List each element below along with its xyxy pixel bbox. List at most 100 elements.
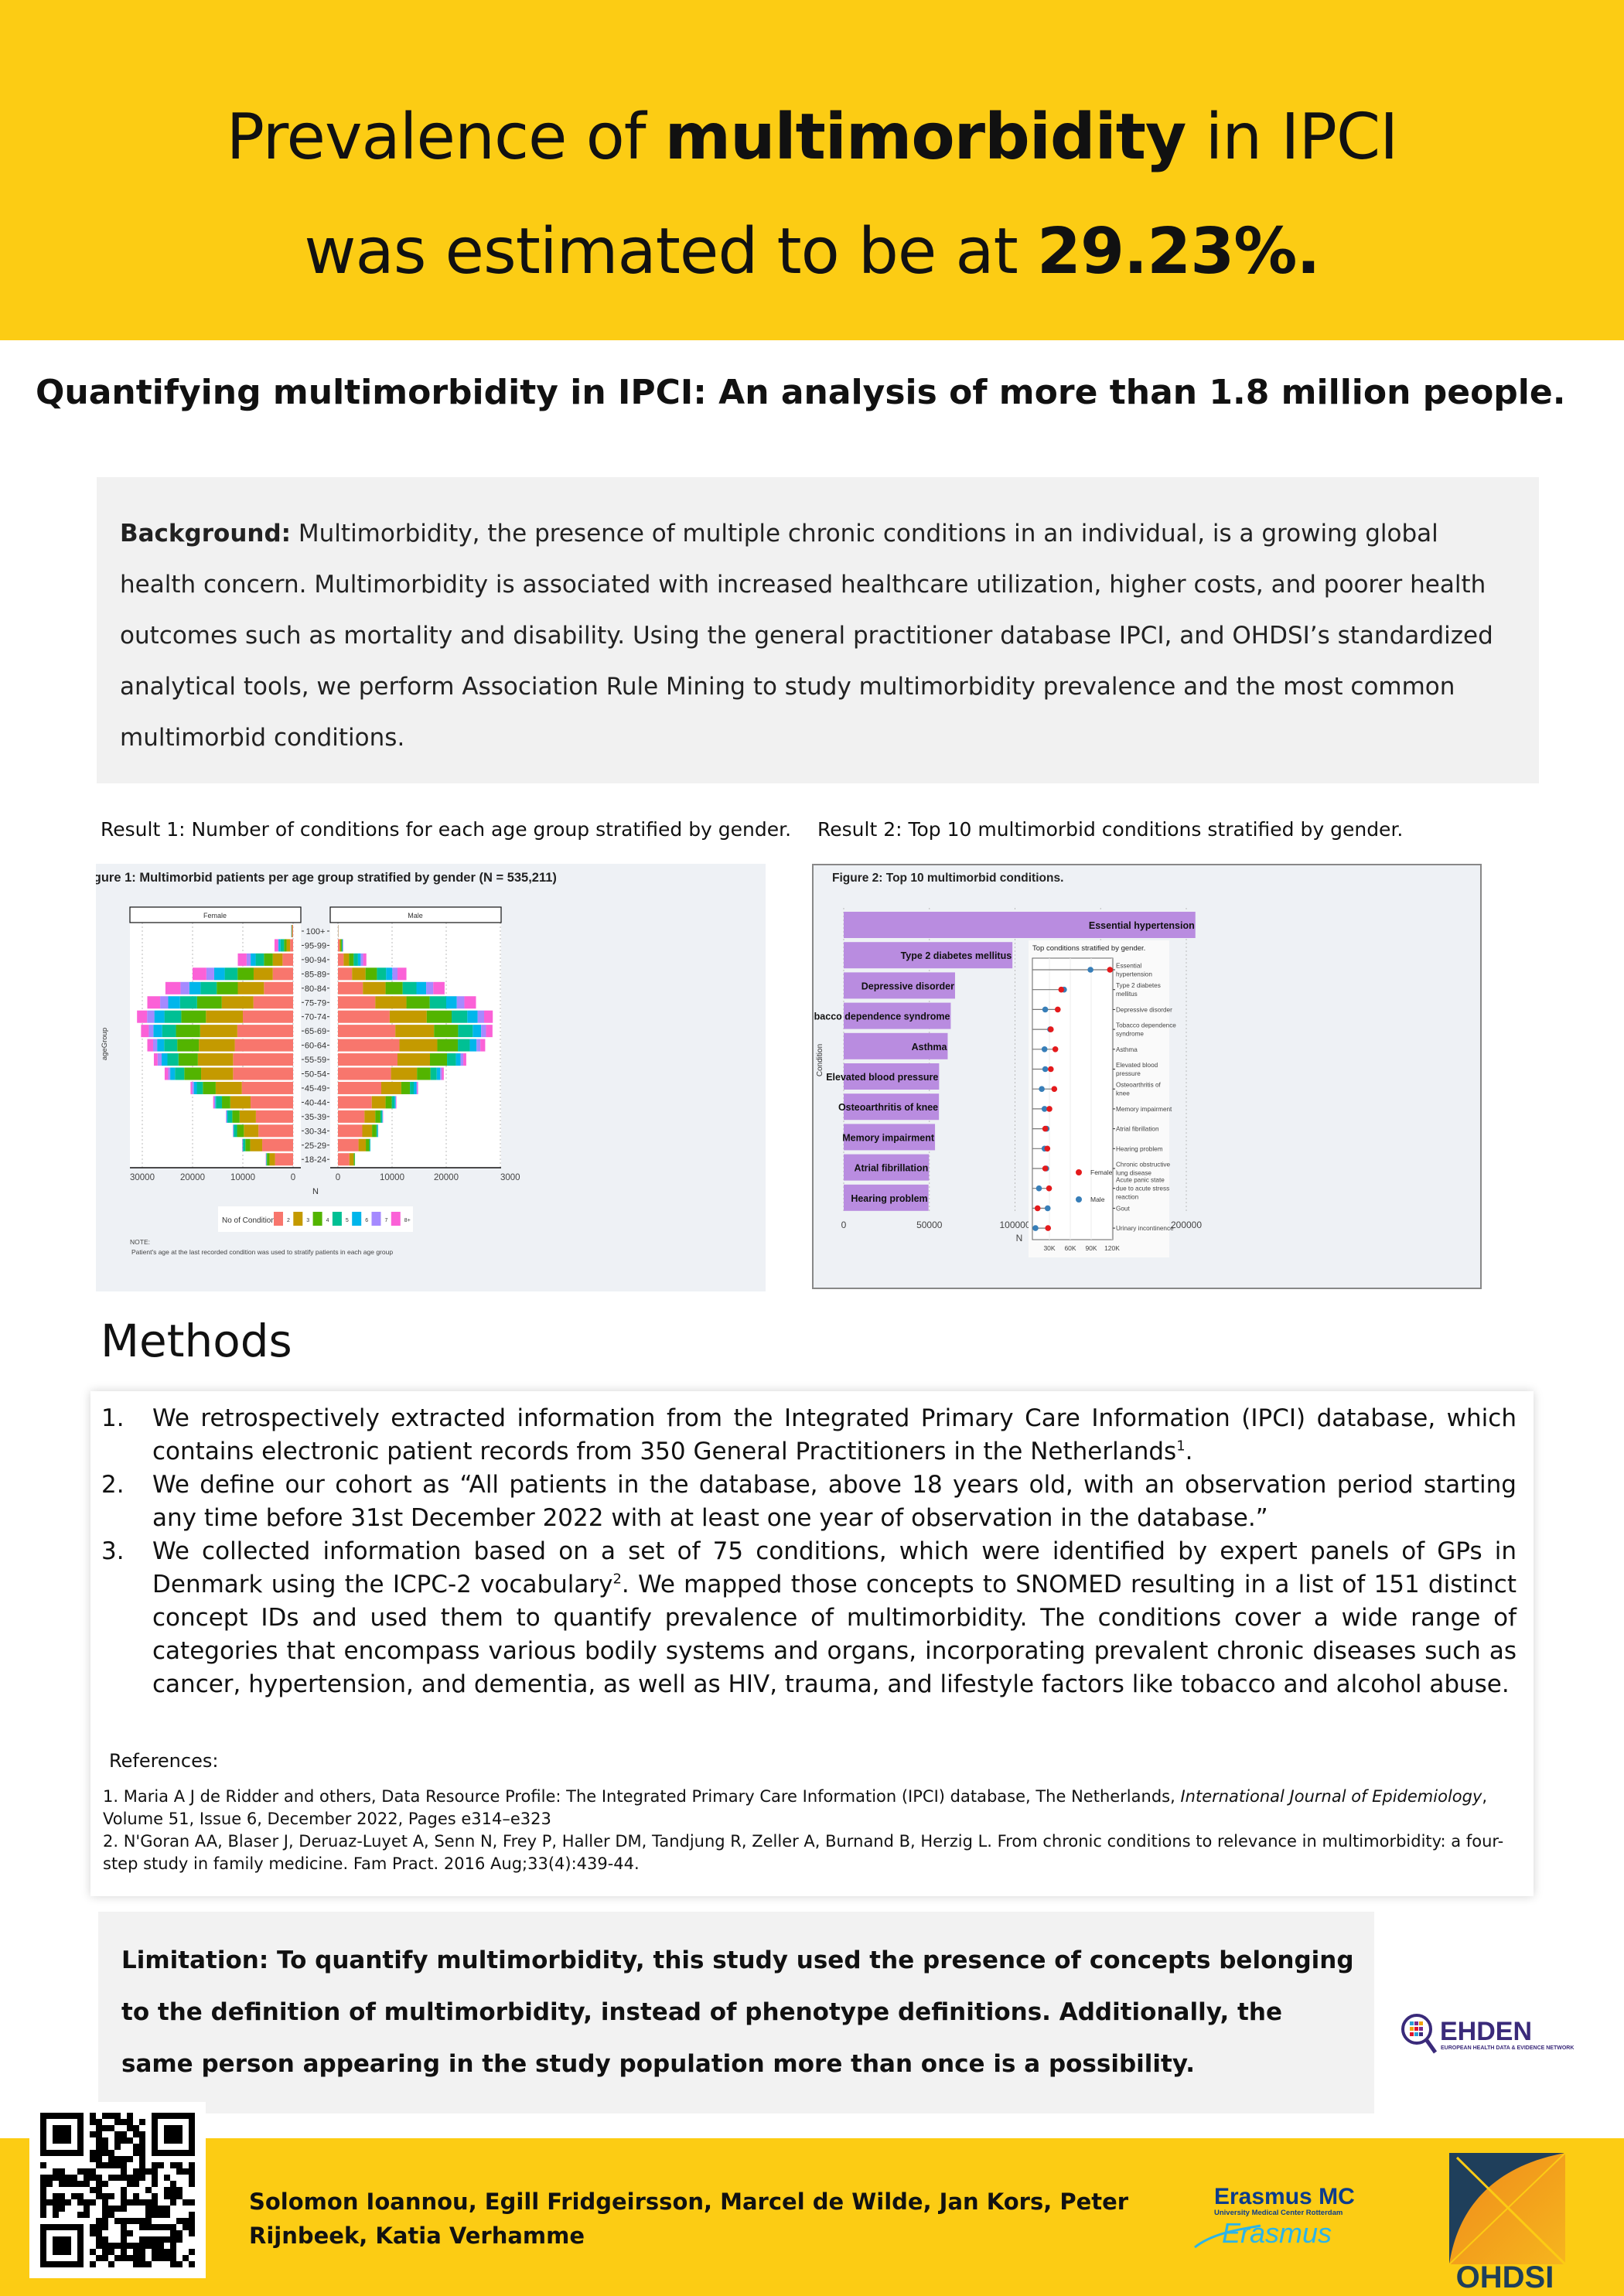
bar-male-50-54-5 [430,1067,437,1080]
bar-female-85-89-5 [224,967,238,981]
legend-label: 8+ [404,1218,411,1223]
bar-female-55-59-8+ [153,1053,158,1066]
bar-female-50-54-7 [168,1067,171,1080]
point-female [1045,1225,1051,1231]
x-tick-label: 20000 [434,1173,459,1182]
methods-list: 1. We retrospectively extracted informati… [101,1402,1517,1701]
bar-male-45-49-5 [410,1081,414,1094]
headline-text: Prevalence of [226,101,665,174]
chart-title: Figure 2: Top 10 multimorbid conditions. [832,872,1063,885]
reference-item: 2. N'Goran AA, Blaser J, Deruaz-Luyet A,… [103,1830,1518,1875]
qr-code-icon [40,2113,195,2267]
point-female [1051,1086,1058,1092]
bar-female-60-64-7 [152,1039,158,1052]
bar-male-65-69-3 [395,1025,435,1038]
label-line: Chronic obstructive [1116,1162,1171,1168]
bar-female-65-69-8+ [141,1025,149,1038]
bar-female-40-44-6 [215,1096,217,1109]
bar-male-40-44-3 [371,1096,386,1109]
legend-swatch-8+ [391,1212,401,1226]
background-label: Background: [120,520,292,548]
bar-male-25-29-3 [358,1138,367,1151]
point-female [1048,1026,1054,1032]
bar-male-65-69-2 [338,1025,396,1038]
bar-female-75-79-4 [196,996,222,1009]
label-line: Hearing problem [1116,1145,1163,1152]
bar-female-95-99-8+ [274,939,278,952]
reference-item: 1. Maria A J de Ridder and others, Data … [103,1786,1518,1830]
bar-label: Tobacco dependence syndrome [814,1012,950,1022]
point-female [1034,1205,1041,1212]
point-male [1035,1185,1042,1192]
bar-female-25-29-5 [243,1138,246,1151]
facet-label-female: Female [203,912,227,919]
footer-banner [0,2138,1624,2296]
headline-text: in IPCI [1186,101,1398,174]
erasmus-mc-logo: Erasmus MC University Medical Center Rot… [1191,2181,1369,2258]
legend-label: Male [1090,1196,1105,1203]
legend-label: 4 [326,1218,329,1223]
inset-category-label: Type 2 diabetes mellitus [1116,982,1161,998]
bar-female-30-34-5 [234,1124,237,1138]
bar-male-25-29-2 [338,1138,359,1151]
bar-male-95-99-4 [340,939,342,952]
methods-item: 3. We collected information based on a se… [101,1535,1517,1701]
bar-male-40-44-6 [394,1096,396,1109]
point-female [1052,1046,1059,1052]
bar-female-55-59-4 [178,1053,198,1066]
erasmus-tagline: University Medical Center Rotterdam [1214,2209,1343,2217]
bar-male-70-74-5 [452,1010,468,1023]
bar-female-25-29-2 [262,1138,293,1151]
bar-male-80-84-4 [385,981,403,994]
bar-female-55-59-5 [167,1053,179,1066]
bar-female-90-94-7 [246,953,251,966]
x-tick-label: 3000 [500,1173,520,1182]
qr-code[interactable] [29,2102,206,2278]
bar-female-70-74-4 [181,1010,206,1023]
bar-male-70-74-8+ [484,1010,493,1023]
bar-male-75-79-8+ [464,996,476,1009]
bar-female-45-49-7 [192,1081,194,1094]
bar-label: Osteoarthritis of knee [838,1102,938,1113]
bar-female-90-94-5 [255,953,264,966]
bar-male-60-64-7 [476,1039,481,1052]
ohdsi-logo: OHDSI [1435,2150,1575,2294]
x-tick-label: 10000 [380,1173,404,1182]
bar-male-40-44-8+ [395,1096,397,1109]
bar-female-18-24-3 [269,1153,275,1166]
label-line: Elevated blood [1116,1062,1158,1069]
bar-label: Hearing problem [851,1193,927,1204]
label-line: Type 2 diabetes [1116,982,1161,989]
bar-male-90-94-7 [360,953,363,966]
bar-male-30-34-4 [372,1124,377,1138]
bar-label: Essential hypertension [1089,920,1195,931]
bar-male-30-34-6 [377,1124,378,1138]
bar-female-85-89-6 [213,967,225,981]
label-line: Essential [1116,963,1141,970]
bar-female-60-64-4 [177,1039,200,1052]
facet-label-male: Male [408,912,423,919]
bar-female-50-54-8+ [164,1067,169,1080]
inset-category-label: Atrial fibrillation [1116,1126,1159,1133]
label-line: Osteoarthritis of [1116,1082,1162,1089]
bar-male-35-39-5 [380,1110,383,1123]
reference-text: 1. Maria A J de Ridder and others, Data … [103,1787,1181,1806]
x-tick-label: 50000 [916,1220,943,1230]
x-tick-label: 10000 [230,1173,255,1182]
legend-label: 7 [385,1218,388,1223]
bar-female-95-99-2 [290,939,293,952]
bar-male-18-24-2 [338,1153,350,1166]
headline-prevalence-value: 29.23%. [1036,215,1321,288]
result-1-label: Result 1: Number of conditions for each … [101,818,792,841]
bar-male-75-79-4 [406,996,430,1009]
bar-male-90-94-8+ [363,953,367,966]
bar-male-95-99-5 [341,939,343,952]
item-text: We collected information based on a set … [152,1537,1517,1598]
inset-category-label: Chronic obstructive lung disease [1116,1162,1171,1177]
bar-male-90-94-6 [357,953,361,966]
inset-category-label: Acute panic state due to acute stress reac… [1116,1177,1169,1201]
bar-female-75-79-3 [221,996,254,1009]
age-group-label: 40-44 [305,1098,326,1107]
age-group-label: 45-49 [305,1084,326,1093]
header-banner: Prevalence of multimorbidity in IPCI was… [0,0,1624,340]
